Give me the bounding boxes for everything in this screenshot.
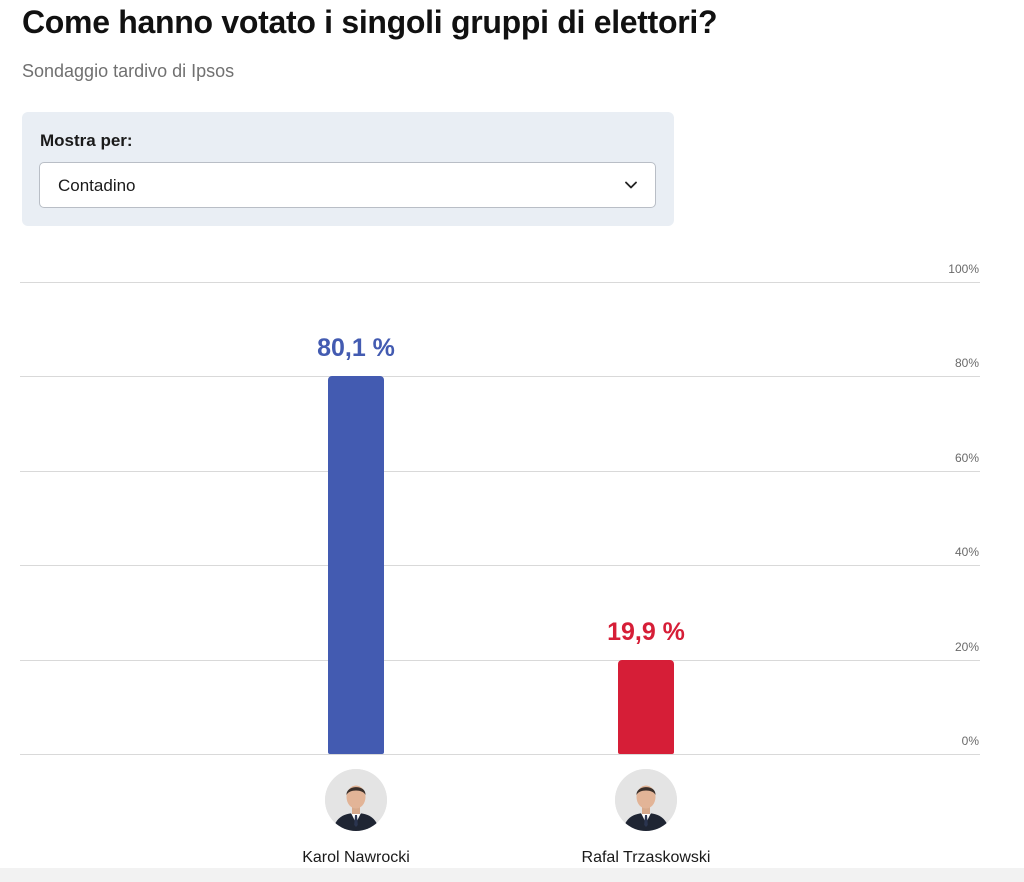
bar-value-label: 80,1 % — [317, 334, 395, 362]
y-tick-label: 100% — [948, 262, 979, 276]
y-tick-label: 60% — [954, 451, 979, 465]
grid-line — [20, 376, 980, 377]
bar — [618, 660, 674, 754]
grid-line — [20, 565, 980, 566]
grid-line — [20, 660, 980, 661]
bar-value-label: 19,9 % — [607, 618, 685, 646]
chart-title: Come hanno votato i singoli gruppi di el… — [22, 4, 718, 40]
bottom-strip — [0, 868, 1024, 882]
grid-line — [20, 282, 980, 283]
y-tick-label: 0% — [961, 734, 979, 748]
filter-panel: Mostra per: Contadino — [22, 112, 674, 226]
bar — [328, 376, 384, 754]
y-tick-label: 20% — [954, 640, 979, 654]
avatar-nawrocki-icon — [325, 769, 387, 831]
y-tick-label: 80% — [954, 356, 979, 370]
group-select-value: Contadino — [58, 176, 136, 195]
candidate-name: Karol Nawrocki — [302, 849, 410, 866]
filter-label: Mostra per: — [40, 131, 133, 150]
candidate-name: Rafal Trzaskowski — [581, 849, 711, 866]
chart-subtitle: Sondaggio tardivo di Ipsos — [22, 61, 235, 81]
chevron-down-icon — [625, 181, 637, 189]
avatar-trzaskowski-icon — [615, 769, 677, 831]
y-tick-label: 40% — [954, 545, 979, 559]
grid-line — [20, 754, 980, 755]
group-select[interactable]: Contadino — [39, 162, 656, 208]
grid-line — [20, 471, 980, 472]
